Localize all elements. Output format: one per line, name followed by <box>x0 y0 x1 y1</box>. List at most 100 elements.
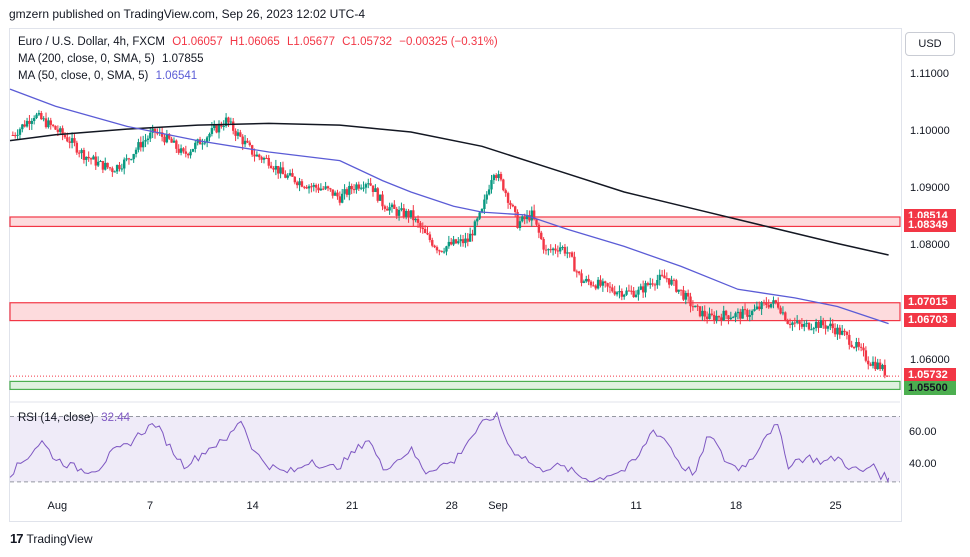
candle-body <box>634 294 638 298</box>
candle-body <box>632 290 635 298</box>
candle-body <box>127 158 131 160</box>
candle-body <box>277 165 280 174</box>
candle-body <box>440 250 443 252</box>
candle-body <box>89 158 93 160</box>
currency-button[interactable]: USD <box>905 32 955 56</box>
candle-body <box>589 281 593 286</box>
price-tag-1-06703: 1.06703 <box>904 312 956 327</box>
candle-body <box>497 174 500 178</box>
candle-body <box>739 311 742 319</box>
candle-body <box>795 321 799 323</box>
candle-body <box>355 184 358 190</box>
candle-body <box>298 181 301 186</box>
candle-body <box>886 375 889 377</box>
candle-body <box>511 204 515 207</box>
candle-body <box>637 289 640 295</box>
candle-body <box>577 271 581 274</box>
candle-body <box>670 279 673 285</box>
footer[interactable]: 17 TradingView <box>10 531 93 546</box>
candle-body <box>168 134 171 139</box>
candle-body <box>70 138 74 143</box>
candle-body <box>668 278 671 285</box>
candle-body <box>502 179 505 191</box>
candle-body <box>736 311 740 314</box>
candle-body <box>445 246 448 252</box>
candle-body <box>170 138 173 143</box>
candle-body <box>805 322 808 324</box>
candle-body <box>16 134 19 136</box>
candle-body <box>563 247 567 254</box>
candle-body <box>528 215 531 221</box>
candle-body <box>18 129 22 135</box>
candle-body <box>881 364 884 370</box>
candle-body <box>336 192 339 197</box>
candle-body <box>807 322 811 330</box>
close-value: C1.05732 <box>342 36 393 48</box>
legend-rsi[interactable]: RSI (14, close) 32.44 <box>18 412 130 424</box>
legend-ma50[interactable]: MA (50, close, 0, SMA, 5) 1.06541 <box>18 70 197 82</box>
candle-body <box>876 362 879 370</box>
candle-body <box>194 142 197 149</box>
candle-body <box>305 187 308 189</box>
candle-body <box>689 296 692 307</box>
candle-body <box>255 154 259 157</box>
candle-body <box>284 174 287 178</box>
candle-body <box>416 218 420 223</box>
candle-body <box>208 133 211 138</box>
zone-resistance-2 <box>9 302 901 322</box>
candle-body <box>641 286 645 293</box>
candle-body <box>113 171 116 173</box>
candle-body <box>829 323 832 327</box>
candle-body <box>608 286 612 288</box>
rsi-line <box>9 411 890 484</box>
candle-body <box>201 143 204 145</box>
candle-body <box>435 247 439 251</box>
candle-body <box>40 112 43 120</box>
candle-body <box>66 137 69 142</box>
candle-body <box>130 159 133 161</box>
candle-body <box>331 189 334 196</box>
candle-body <box>760 302 763 310</box>
candle-body <box>871 361 875 366</box>
candle-body <box>400 208 403 210</box>
candle-body <box>153 128 157 133</box>
candle-body <box>369 183 372 186</box>
candle-body <box>362 187 365 189</box>
candle-body <box>393 204 396 209</box>
candle-body <box>213 125 216 128</box>
candle-body <box>419 222 422 228</box>
candle-body <box>672 279 676 281</box>
candle-body <box>300 181 304 187</box>
change-value: −0.00325 (−0.31%) <box>399 36 498 48</box>
candle-body <box>431 240 434 246</box>
candle-body <box>596 279 600 289</box>
candle-body <box>708 313 711 319</box>
candle-body <box>182 148 185 152</box>
rsi-band <box>10 416 900 482</box>
candle-body <box>333 192 337 196</box>
candle-body <box>317 187 320 191</box>
candle-body <box>487 189 491 195</box>
candle-body <box>696 305 699 307</box>
candle-body <box>87 156 90 159</box>
legend-ma200[interactable]: MA (200, close, 0, SMA, 5) 1.07855 <box>18 53 204 65</box>
candle-body <box>125 158 128 160</box>
time-tick-label: 25 <box>829 500 842 512</box>
candle-body <box>518 221 522 228</box>
candle-body <box>824 325 827 329</box>
candle-body <box>755 306 759 310</box>
candle-body <box>838 327 842 335</box>
price-tick-label: 1.06000 <box>910 353 950 366</box>
candle-body <box>720 317 723 321</box>
candle-body <box>63 134 67 138</box>
candle-body <box>549 249 552 251</box>
candle-body <box>831 323 834 329</box>
candle-body <box>409 210 413 218</box>
candle-body <box>61 128 64 135</box>
candle-body <box>464 238 467 244</box>
candle-body <box>601 281 605 286</box>
zone-resistance-1 <box>9 216 901 228</box>
candle-body <box>265 157 268 159</box>
candle-body <box>743 309 747 311</box>
